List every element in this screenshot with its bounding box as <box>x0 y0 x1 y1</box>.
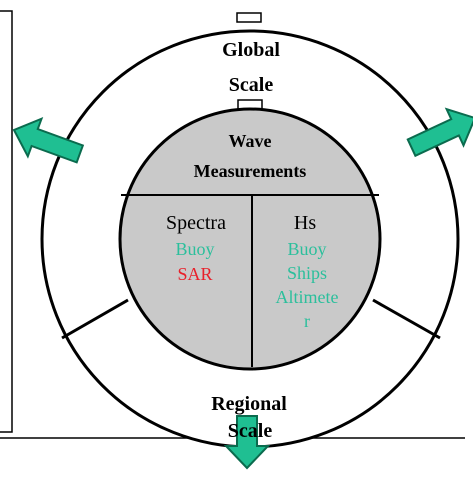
hs-item: Buoy <box>287 239 326 259</box>
global-scale-label-line2: Scale <box>229 74 274 96</box>
spectra-item: Buoy <box>175 239 214 259</box>
left-panel-border <box>0 10 13 433</box>
center-disc <box>118 107 382 371</box>
regional-scale-label-line1: Regional <box>211 393 287 415</box>
hs-item: Ships <box>287 263 327 283</box>
hs-item: r <box>304 311 310 331</box>
spectra-item: SAR <box>177 264 212 284</box>
sector-divider-left <box>61 298 129 340</box>
hs-item: Altimete <box>276 287 339 307</box>
arrow-down-icon <box>223 415 271 470</box>
spectra-heading: Spectra <box>166 212 226 234</box>
sector-divider-right <box>372 298 441 340</box>
arrow-up-right-icon <box>406 107 473 158</box>
global-scale-label-line1: Global <box>222 39 280 61</box>
disc-title-line1: Wave <box>229 131 272 151</box>
hs-items: Buoy Ships Altimete r <box>276 239 339 331</box>
ring-notch-top <box>236 12 262 23</box>
disc-title-line2: Measurements <box>194 161 307 181</box>
hs-heading: Hs <box>294 212 316 234</box>
regional-scale-label-line2: Scale <box>228 420 273 442</box>
arrow-up-left-icon <box>12 116 85 164</box>
spectra-items: Buoy SAR <box>175 239 214 284</box>
